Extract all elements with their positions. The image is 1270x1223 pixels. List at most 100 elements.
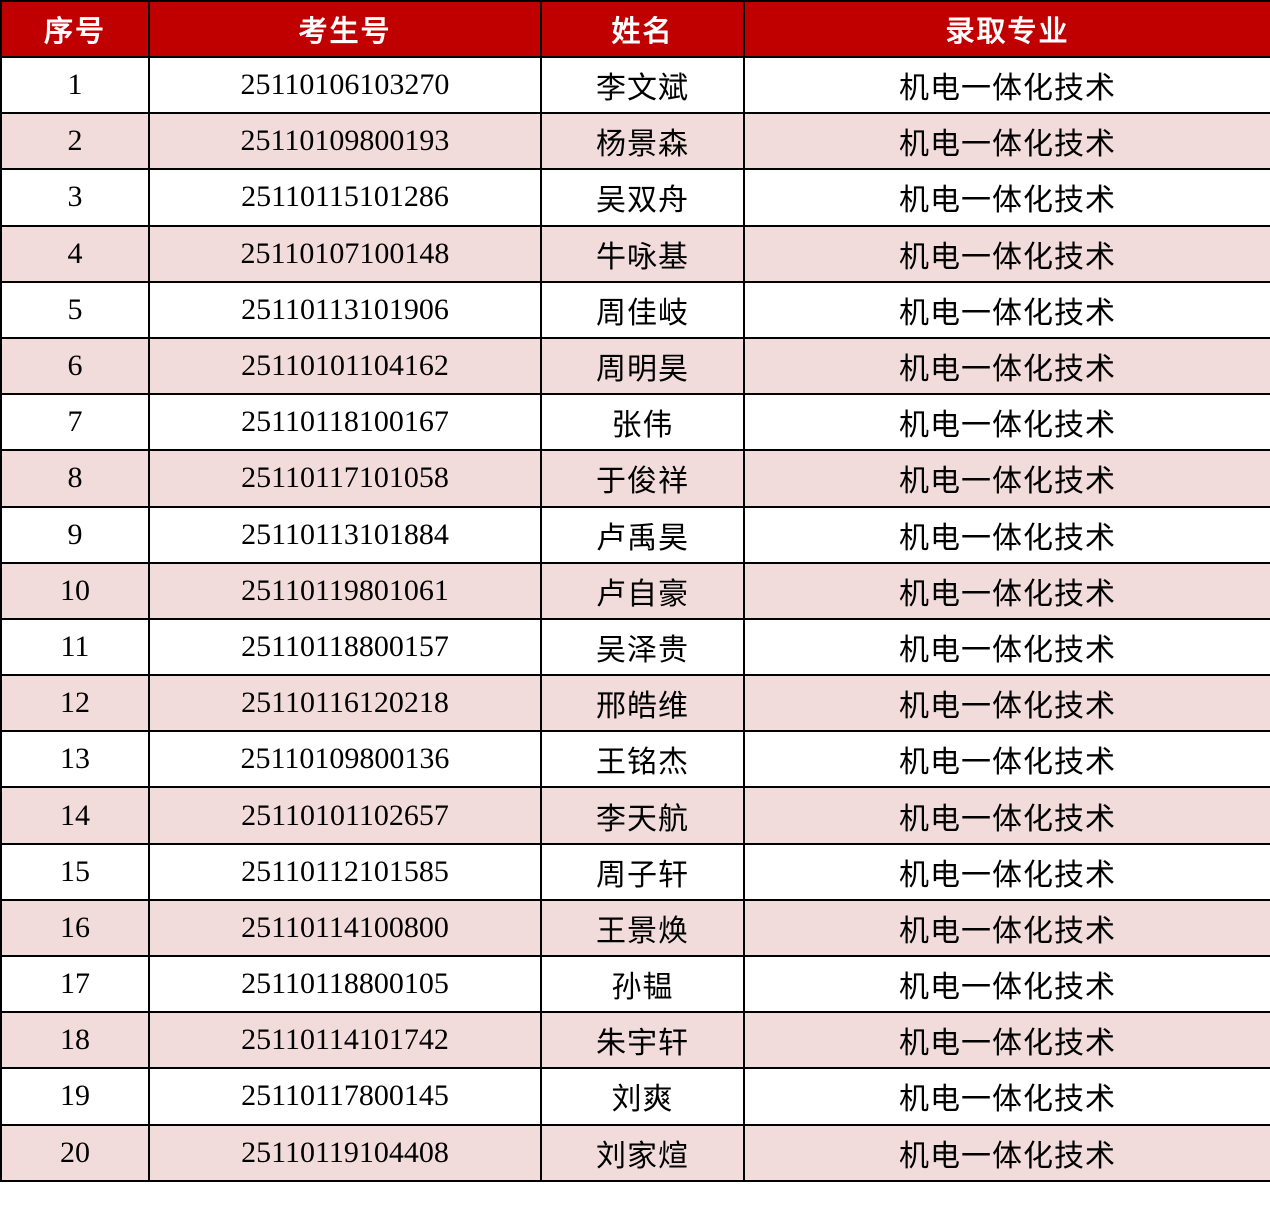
cell-candidate-number: 25110106103270 [148, 55, 542, 115]
cell-name: 李天航 [540, 786, 745, 845]
cell-index: 5 [0, 280, 150, 339]
table-row: 7 25110118100167 张伟 机电一体化技术 [0, 393, 1270, 452]
table-row: 8 25110117101058 于俊祥 机电一体化技术 [0, 449, 1270, 508]
cell-name: 吴双舟 [540, 168, 745, 227]
cell-candidate-number: 25110113101884 [148, 505, 542, 564]
cell-admitted-major: 机电一体化技术 [743, 1067, 1270, 1126]
cell-admitted-major: 机电一体化技术 [743, 954, 1270, 1014]
cell-index: 10 [0, 561, 150, 620]
table-row: 13 25110109800136 王铭杰 机电一体化技术 [0, 730, 1270, 789]
cell-admitted-major: 机电一体化技术 [743, 1123, 1270, 1182]
cell-admitted-major: 机电一体化技术 [743, 842, 1270, 901]
cell-index: 9 [0, 505, 150, 564]
table-row: 20 25110119104408 刘家煊 机电一体化技术 [0, 1123, 1270, 1182]
cell-index: 12 [0, 674, 150, 733]
table-row: 12 25110116120218 邢皓维 机电一体化技术 [0, 674, 1270, 733]
cell-index: 19 [0, 1067, 150, 1126]
table-row: 18 25110114101742 朱宇轩 机电一体化技术 [0, 1011, 1270, 1070]
table-row: 6 25110101104162 周明昊 机电一体化技术 [0, 336, 1270, 396]
admission-results-table: 序号 考生号 姓名 录取专业 1 25110106103270 李文斌 机电一体化技术… [0, 0, 1270, 1182]
cell-name: 牛咏基 [540, 224, 745, 283]
cell-admitted-major: 机电一体化技术 [743, 505, 1270, 564]
cell-admitted-major: 机电一体化技术 [743, 786, 1270, 845]
cell-name: 于俊祥 [540, 449, 745, 508]
table-row: 4 25110107100148 牛咏基 机电一体化技术 [0, 224, 1270, 283]
cell-index: 7 [0, 393, 150, 452]
cell-index: 3 [0, 168, 150, 227]
table-row: 19 25110117800145 刘爽 机电一体化技术 [0, 1067, 1270, 1126]
cell-admitted-major: 机电一体化技术 [743, 674, 1270, 733]
cell-index: 6 [0, 336, 150, 396]
cell-admitted-major: 机电一体化技术 [743, 393, 1270, 452]
table-row: 3 25110115101286 吴双舟 机电一体化技术 [0, 168, 1270, 227]
cell-candidate-number: 25110107100148 [148, 224, 542, 283]
table-row: 5 25110113101906 周佳岐 机电一体化技术 [0, 280, 1270, 339]
cell-candidate-number: 25110109800193 [148, 112, 542, 171]
table-row: 17 25110118800105 孙韫 机电一体化技术 [0, 954, 1270, 1014]
cell-index: 1 [0, 55, 150, 115]
cell-name: 李文斌 [540, 55, 745, 115]
table-row: 11 25110118800157 吴泽贵 机电一体化技术 [0, 617, 1270, 677]
table-body: 1 25110106103270 李文斌 机电一体化技术 2 25110109800193… [0, 55, 1270, 1182]
cell-index: 11 [0, 617, 150, 677]
cell-candidate-number: 25110117101058 [148, 449, 542, 508]
cell-admitted-major: 机电一体化技术 [743, 617, 1270, 677]
cell-name: 刘爽 [540, 1067, 745, 1126]
cell-candidate-number: 25110113101906 [148, 280, 542, 339]
cell-candidate-number: 25110114101742 [148, 1011, 542, 1070]
cell-name: 张伟 [540, 393, 745, 452]
header-cell-index: 序号 [0, 0, 150, 58]
cell-name: 杨景森 [540, 112, 745, 171]
cell-index: 2 [0, 112, 150, 171]
cell-name: 周明昊 [540, 336, 745, 396]
cell-index: 14 [0, 786, 150, 845]
header-cell-name: 姓名 [540, 0, 745, 58]
cell-index: 13 [0, 730, 150, 789]
cell-name: 邢皓维 [540, 674, 745, 733]
cell-candidate-number: 25110116120218 [148, 674, 542, 733]
cell-candidate-number: 25110115101286 [148, 168, 542, 227]
cell-name: 吴泽贵 [540, 617, 745, 677]
cell-admitted-major: 机电一体化技术 [743, 561, 1270, 620]
cell-admitted-major: 机电一体化技术 [743, 1011, 1270, 1070]
cell-admitted-major: 机电一体化技术 [743, 730, 1270, 789]
cell-name: 卢自豪 [540, 561, 745, 620]
cell-index: 8 [0, 449, 150, 508]
table-row: 15 25110112101585 周子轩 机电一体化技术 [0, 842, 1270, 901]
cell-index: 20 [0, 1123, 150, 1182]
cell-name: 刘家煊 [540, 1123, 745, 1182]
cell-candidate-number: 25110101102657 [148, 786, 542, 845]
cell-admitted-major: 机电一体化技术 [743, 898, 1270, 958]
header-cell-major: 录取专业 [743, 0, 1270, 58]
cell-index: 17 [0, 954, 150, 1014]
cell-candidate-number: 25110119801061 [148, 561, 542, 620]
table-row: 10 25110119801061 卢自豪 机电一体化技术 [0, 561, 1270, 620]
table-row: 1 25110106103270 李文斌 机电一体化技术 [0, 55, 1270, 115]
cell-index: 4 [0, 224, 150, 283]
cell-candidate-number: 25110118800157 [148, 617, 542, 677]
cell-name: 周佳岐 [540, 280, 745, 339]
cell-admitted-major: 机电一体化技术 [743, 168, 1270, 227]
header-row: 序号 考生号 姓名 录取专业 [0, 0, 1270, 58]
cell-admitted-major: 机电一体化技术 [743, 449, 1270, 508]
cell-candidate-number: 25110109800136 [148, 730, 542, 789]
cell-name: 王景焕 [540, 898, 745, 958]
header-cell-candidate-no: 考生号 [148, 0, 542, 58]
cell-candidate-number: 25110117800145 [148, 1067, 542, 1126]
cell-candidate-number: 25110118800105 [148, 954, 542, 1014]
table-row: 16 25110114100800 王景焕 机电一体化技术 [0, 898, 1270, 958]
cell-candidate-number: 25110101104162 [148, 336, 542, 396]
table-row: 14 25110101102657 李天航 机电一体化技术 [0, 786, 1270, 845]
cell-candidate-number: 25110114100800 [148, 898, 542, 958]
cell-admitted-major: 机电一体化技术 [743, 280, 1270, 339]
cell-admitted-major: 机电一体化技术 [743, 224, 1270, 283]
cell-admitted-major: 机电一体化技术 [743, 336, 1270, 396]
cell-name: 王铭杰 [540, 730, 745, 789]
cell-index: 16 [0, 898, 150, 958]
cell-candidate-number: 25110112101585 [148, 842, 542, 901]
cell-candidate-number: 25110119104408 [148, 1123, 542, 1182]
cell-index: 18 [0, 1011, 150, 1070]
cell-name: 周子轩 [540, 842, 745, 901]
cell-admitted-major: 机电一体化技术 [743, 112, 1270, 171]
table-row: 9 25110113101884 卢禹昊 机电一体化技术 [0, 505, 1270, 564]
